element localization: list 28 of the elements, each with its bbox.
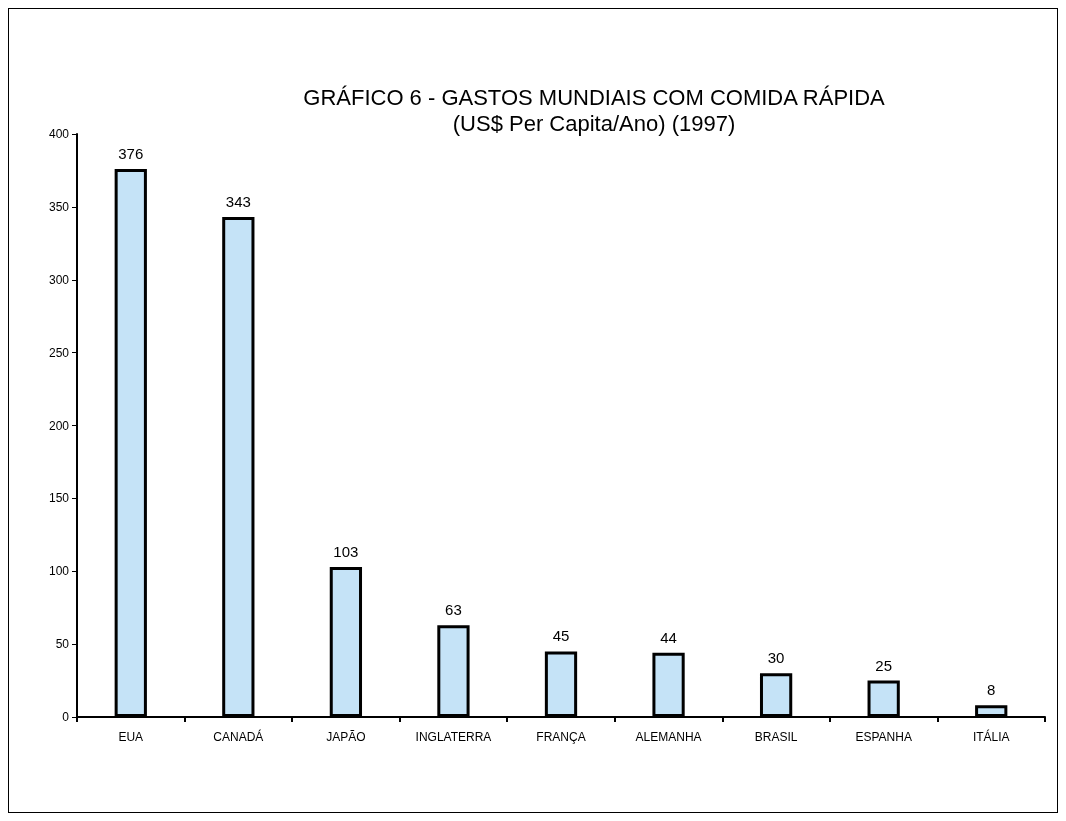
chart-title: GRÁFICO 6 - GASTOS MUNDIAIS COM COMIDA RÁPIDA (US$ Per Capita/Ano) (1997)	[303, 84, 886, 136]
x-tick-label: EUA	[118, 730, 144, 744]
x-tick-label: ALEMANHA	[635, 730, 702, 744]
x-tick-label: FRANÇA	[536, 730, 586, 744]
x-tick-label: ESPANHA	[855, 730, 912, 744]
data-label: 343	[225, 193, 251, 211]
data-label: 45	[552, 627, 570, 645]
x-tick-label: ITÁLIA	[972, 729, 1010, 744]
data-label: 8	[987, 681, 996, 699]
y-tick-label: 200	[48, 418, 70, 433]
data-label: 25	[875, 656, 893, 674]
x-tick-label: BRASIL	[754, 730, 798, 744]
data-label: 30	[767, 649, 785, 667]
y-tick-label: 100	[48, 564, 70, 579]
y-tick-label: 250	[48, 345, 70, 360]
x-tick-label: CANADÁ	[213, 729, 264, 744]
x-tick-label: JAPÃO	[326, 730, 366, 744]
data-label: 63	[445, 601, 462, 619]
y-tick-label: 400	[48, 127, 70, 141]
y-tick-label: 300	[48, 272, 70, 287]
data-label: 103	[333, 542, 359, 560]
data-label: 44	[660, 628, 677, 646]
y-tick-label: 0	[62, 710, 70, 724]
x-tick-label: INGLATERRA	[415, 730, 492, 744]
y-tick-label: 150	[48, 491, 70, 506]
y-tick-label: 350	[48, 199, 70, 214]
y-tick-label: 50	[55, 637, 70, 652]
data-label: 376	[118, 144, 144, 162]
